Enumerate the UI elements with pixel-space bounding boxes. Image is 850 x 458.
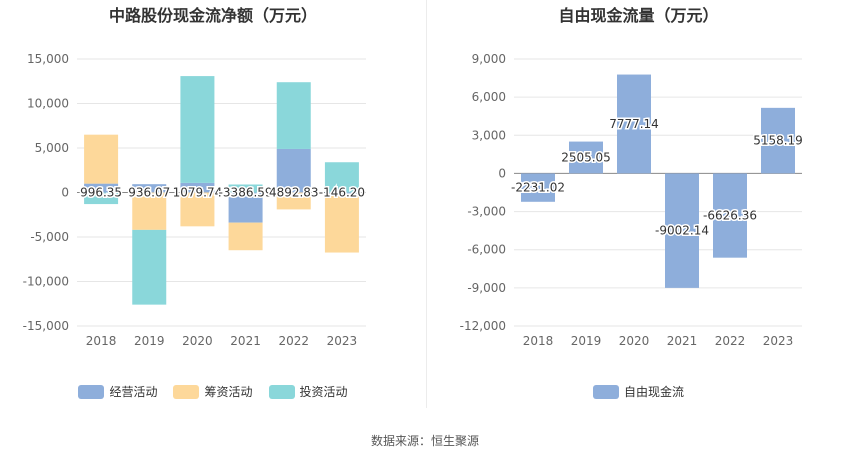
bar-投资活动-2022 — [276, 82, 311, 149]
bar-投资活动-2019 — [132, 229, 167, 305]
y-tick-label: -10,000 — [23, 275, 69, 289]
left-chart-panel: 中路股份现金流净额（万元） 15,000 10,000 5,000 0 -5,000 -1… — [0, 0, 426, 410]
bar-经营活动-2020 — [180, 182, 215, 193]
legend-label: 经营活动 — [109, 385, 158, 399]
y-tick-label: -15,000 — [23, 319, 69, 333]
legend-swatch — [268, 384, 295, 399]
cashflow-stacked-bar-chart: 15,000 10,000 5,000 0 -5,000 -10,000 -15,000 20… — [23, 52, 367, 348]
right-chart-title: 自由现金流量（万元） — [558, 6, 719, 25]
left-chart-legend: 经营活动 筹资活动 投资活动 — [0, 383, 426, 400]
data-label: 7777.14 — [609, 117, 659, 131]
legend-swatch — [592, 384, 619, 399]
bar-经营活动-2018 — [84, 183, 119, 193]
legend-label: 筹资活动 — [204, 385, 253, 399]
y-tick-label: 10,000 — [27, 97, 69, 111]
data-label: 2505.05 — [561, 151, 611, 165]
y-tick-label: 0 — [498, 166, 506, 180]
data-label: 936.07 — [128, 186, 170, 200]
data-label: 4892.83 — [269, 186, 319, 200]
bar-投资活动-2023 — [324, 162, 359, 193]
x-tick-label: 2019 — [571, 334, 602, 348]
bar-投资活动-2020 — [180, 76, 215, 183]
bar-经营活动-2019 — [132, 184, 167, 193]
bar-筹资活动-2019 — [132, 192, 167, 230]
bar-筹资活动-2018 — [84, 134, 119, 184]
y-tick-label: 9,000 — [472, 52, 506, 66]
x-tick-label: 2018 — [86, 334, 117, 348]
legend-swatch — [78, 384, 105, 399]
data-label: -2231.02 — [511, 181, 565, 195]
free-cashflow-bar-chart: 9,000 6,000 3,000 0 -3,000 -6,000 -9,000 -12,00… — [460, 52, 805, 348]
right-chart-legend: 自由现金流 — [427, 383, 850, 400]
x-tick-label: 2018 — [523, 334, 554, 348]
legend-item[interactable]: 自由现金流 — [592, 383, 684, 400]
bar-自由现金流-2022 — [713, 173, 747, 258]
bar-筹资活动-2023 — [324, 193, 359, 253]
bar-筹资活动-2021 — [228, 222, 263, 251]
x-tick-label: 2019 — [134, 334, 165, 348]
y-tick-label: 0 — [61, 186, 69, 200]
legend-item[interactable]: 筹资活动 — [173, 383, 253, 400]
y-tick-label: 15,000 — [27, 52, 69, 66]
bar-自由现金流-2023 — [761, 107, 795, 174]
y-tick-label: 6,000 — [472, 90, 506, 104]
y-tick-label: 5,000 — [35, 141, 69, 155]
panel-divider — [426, 0, 427, 408]
x-tick-label: 2021 — [667, 334, 698, 348]
data-source-note: 数据来源：恒生聚源 — [370, 434, 479, 448]
data-label: 1079.74 — [173, 186, 223, 200]
bar-自由现金流-2019 — [569, 141, 603, 174]
x-tick-label: 2023 — [327, 334, 358, 348]
bar-自由现金流-2020 — [617, 74, 651, 174]
data-label: -3386.59 — [219, 186, 273, 200]
data-label: -6626.36 — [703, 209, 757, 223]
legend-label: 投资活动 — [299, 385, 348, 399]
data-label: -9002.14 — [655, 224, 709, 238]
bar-经营活动-2022 — [276, 148, 311, 193]
data-label: 5158.19 — [753, 134, 803, 148]
bar-筹资活动-2022 — [276, 192, 311, 210]
y-tick-label: -6,000 — [467, 243, 506, 257]
x-tick-label: 2022 — [278, 334, 309, 348]
y-tick-label: -12,000 — [460, 319, 506, 333]
bar-自由现金流-2018 — [521, 173, 555, 202]
legend-label: 自由现金流 — [623, 385, 684, 399]
right-chart-panel: 自由现金流量（万元） 9,000 6,000 3,000 0 -3,000 -6,000 -… — [427, 0, 850, 410]
y-tick-label: -5,000 — [30, 230, 69, 244]
y-tick-label: -3,000 — [467, 205, 506, 219]
data-label: -146.20 — [319, 186, 365, 200]
legend-item[interactable]: 经营活动 — [78, 383, 157, 400]
bar-筹资活动-2020 — [180, 192, 215, 227]
x-tick-label: 2020 — [619, 334, 650, 348]
left-chart-title: 中路股份现金流净额（万元） — [108, 6, 317, 25]
bar-经营活动-2021 — [228, 192, 263, 223]
bar-投资活动-2021 — [228, 184, 263, 193]
legend-swatch — [173, 384, 200, 399]
data-label: 996.35 — [80, 186, 122, 200]
x-tick-label: 2022 — [715, 334, 746, 348]
bar-自由现金流-2021 — [665, 173, 699, 288]
y-tick-label: 3,000 — [472, 128, 506, 142]
y-tick-label: -9,000 — [467, 281, 506, 295]
x-tick-label: 2020 — [182, 334, 213, 348]
x-tick-label: 2021 — [230, 334, 261, 348]
bar-投资活动-2018 — [84, 192, 119, 205]
bar-经营活动-2023 — [324, 192, 359, 194]
legend-item[interactable]: 投资活动 — [268, 383, 348, 400]
x-tick-label: 2023 — [763, 334, 794, 348]
